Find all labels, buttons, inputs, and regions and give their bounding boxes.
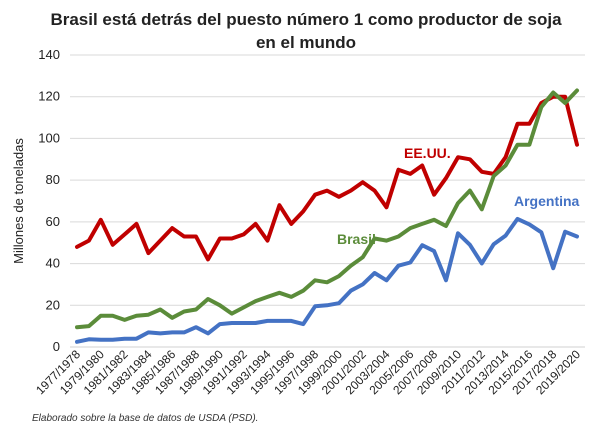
y-tick-label: 120 [38, 89, 60, 104]
y-tick-label: 0 [53, 339, 60, 354]
series-line-argentina [75, 216, 579, 344]
y-axis-ticks: 0 20 40 60 80 100 120 140 [38, 47, 60, 354]
chart-title-line-2: en el mundo [256, 33, 356, 52]
y-tick-label: 140 [38, 47, 60, 62]
y-tick-label: 60 [46, 214, 60, 229]
series-line-brasil [75, 88, 579, 330]
source-note: Elaborado sobre la base de datos de USDA… [32, 413, 258, 424]
series-label-argentina: Argentina [514, 193, 580, 209]
y-tick-label: 40 [46, 256, 60, 271]
y-tick-label: 80 [46, 172, 60, 187]
chart-title-line-1: Brasil está detrás del puesto número 1 c… [50, 10, 562, 29]
series-label-brasil: Brasil [337, 231, 376, 247]
gridlines [70, 54, 585, 306]
y-tick-label: 100 [38, 130, 60, 145]
series-lines: EE.UU. Brasil Argentina [75, 88, 580, 344]
y-axis-label: Millones de toneladas [11, 138, 26, 264]
series-label-eeuu: EE.UU. [404, 145, 451, 161]
y-tick-label: 20 [46, 297, 60, 312]
